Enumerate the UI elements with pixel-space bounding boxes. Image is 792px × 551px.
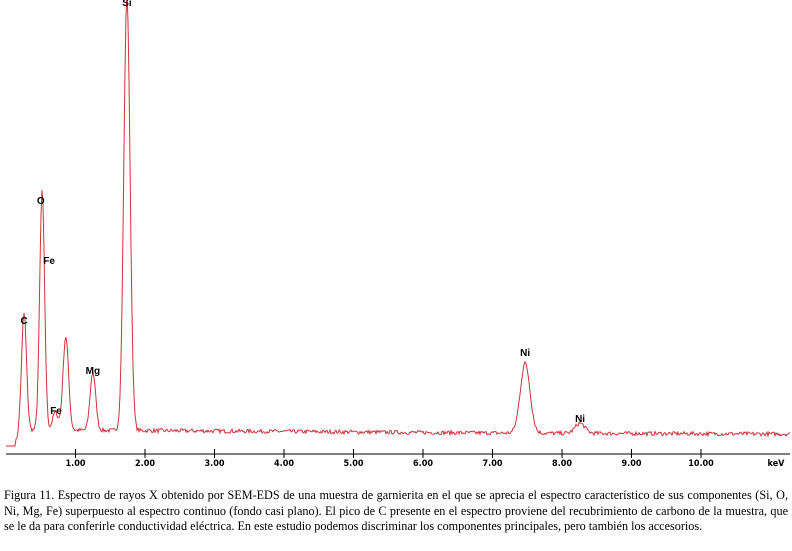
x-tick-label: 3.00 [205,459,225,469]
x-tick-label: 8.00 [552,459,572,469]
peak-labels: Si O Fe C Mg Fe Ni Ni [20,0,585,425]
eds-spectrum-chart: 1.00 2.00 3.00 4.00 5.00 6.00 7.00 8.00 9.00 10.0… [6,0,791,469]
x-tick-label: 5.00 [344,459,364,469]
peak-label-ni: Ni [575,414,585,425]
spectrum-line [6,0,791,447]
x-tick-label: 10.00 [688,459,714,469]
x-tick-label: 1.00 [66,459,86,469]
peak-label-ni: Ni [520,348,530,359]
x-tick-label: 7.00 [483,459,503,469]
x-tick-label: 2.00 [135,459,155,469]
peak-label-c: C [20,316,27,327]
x-tick-label: 9.00 [622,459,642,469]
peak-label-fe: Fe [43,256,55,267]
peak-label-fe: Fe [50,406,62,417]
x-tick-label: 6.00 [413,459,433,469]
peak-label-mg: Mg [86,366,100,377]
x-tick-label: 4.00 [274,459,294,469]
x-axis-label: keV [768,459,786,469]
figure-caption: Figura 11. Espectro de rayos X obtenido … [4,488,788,533]
x-axis: 1.00 2.00 3.00 4.00 5.00 6.00 7.00 8.00 9.00 10.0… [6,449,790,469]
peak-label-si: Si [122,0,132,9]
peak-label-o: O [37,196,45,207]
